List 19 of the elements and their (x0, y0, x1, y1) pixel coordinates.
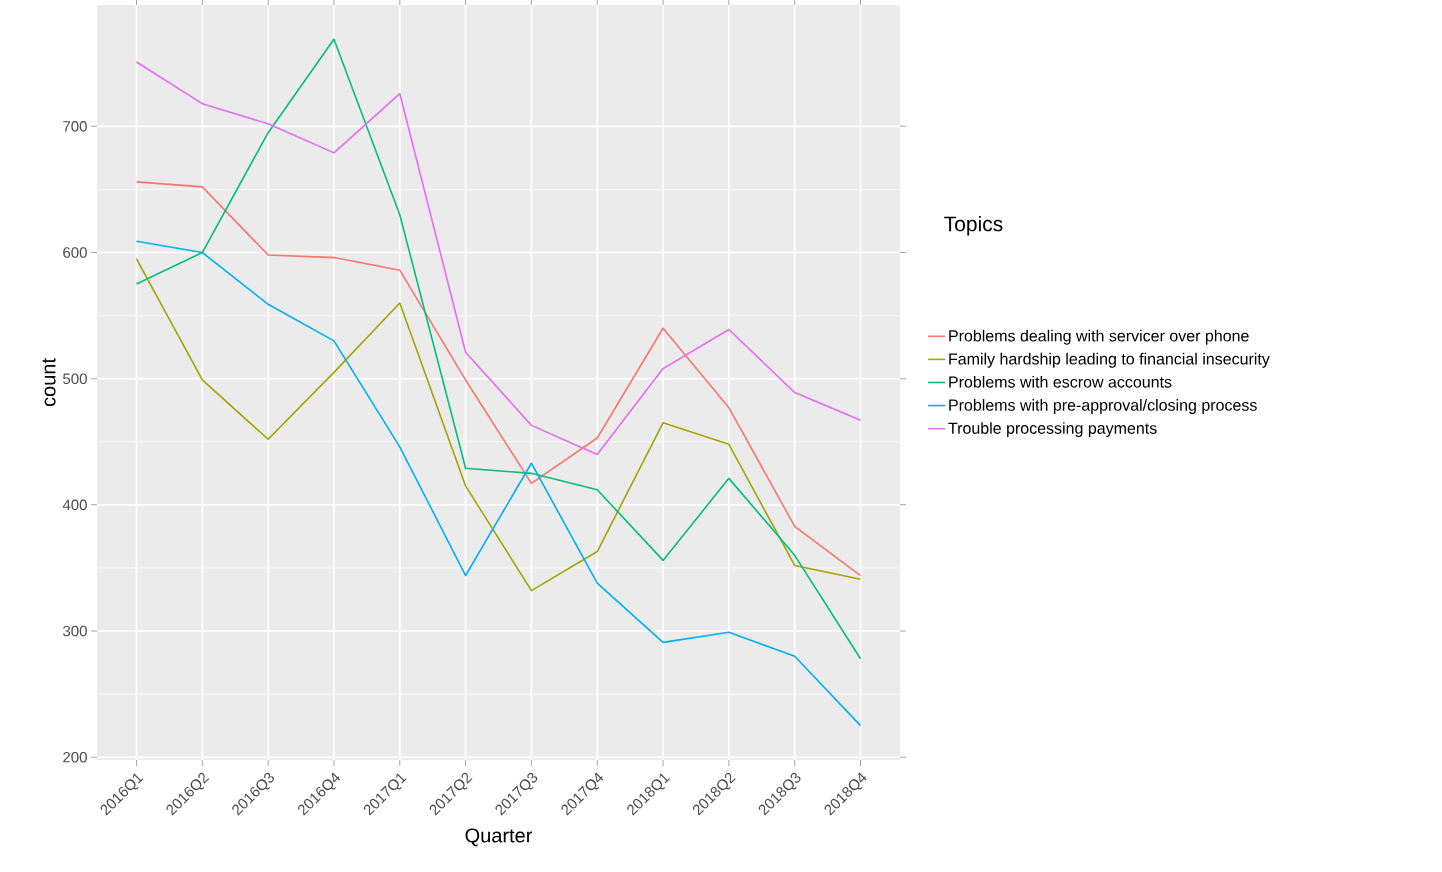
y-tick-label: 600 (63, 247, 87, 258)
legend-label: Problems dealing with servicer over phone (949, 329, 1249, 345)
line-series (135, 61, 862, 456)
y-tick-label: 700 (63, 121, 87, 132)
legend-title: Topics (944, 215, 1003, 236)
legend-label: Problems with pre-approval/closing process (949, 399, 1257, 414)
legend-label: Problems with escrow accounts (949, 375, 1172, 388)
legend-label: Family hardship leading to financial insecurity (949, 352, 1270, 368)
y-tick-label: 200 (63, 751, 87, 763)
y-tick-label: 500 (63, 373, 87, 385)
line-series (135, 240, 862, 727)
y-tick-label: 400 (62, 499, 87, 511)
line-series (135, 181, 862, 577)
y-axis-title: count (42, 358, 56, 407)
legend-label: Trouble processing payments (948, 422, 1157, 438)
line-series (135, 258, 862, 592)
y-tick-label: 300 (63, 625, 87, 637)
line-series (135, 38, 862, 660)
x-axis-title: Quarter (465, 828, 533, 847)
